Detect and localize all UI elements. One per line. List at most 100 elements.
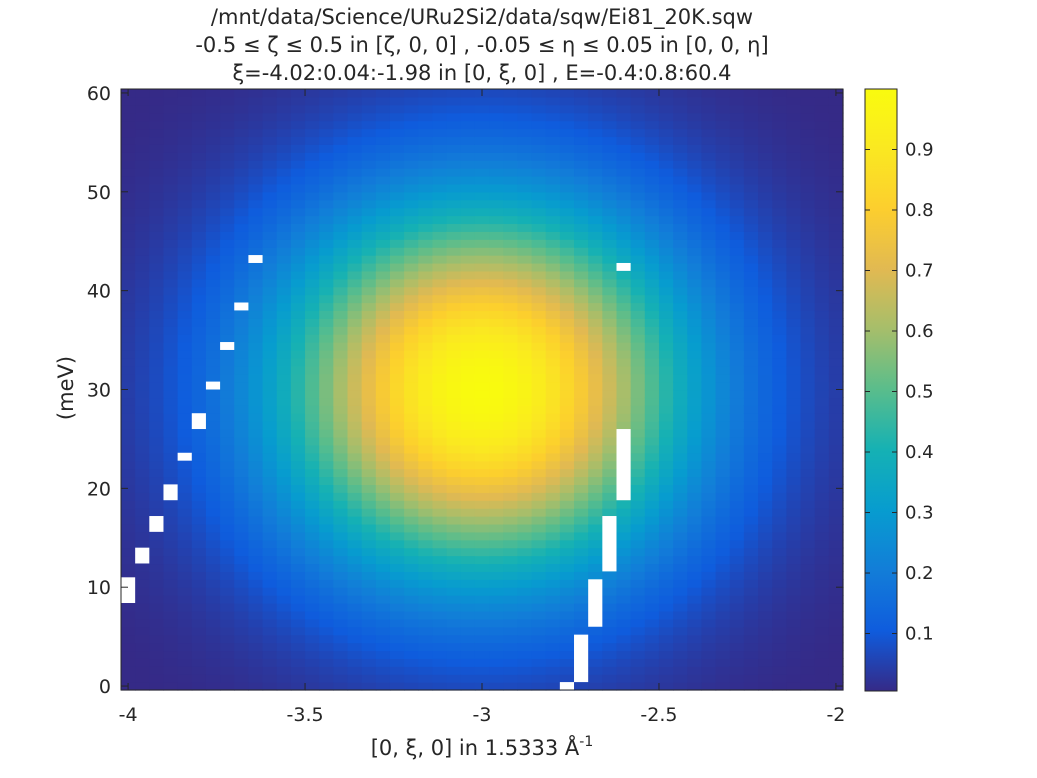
heatmap-cell xyxy=(121,215,136,225)
heatmap-cell xyxy=(135,168,150,177)
heatmap-cell xyxy=(630,650,646,659)
heatmap-cell xyxy=(191,152,207,161)
heatmap-cell xyxy=(545,357,561,367)
heatmap-cell xyxy=(474,563,490,572)
heatmap-cell xyxy=(333,96,349,106)
heatmap-cell xyxy=(262,120,278,130)
heatmap-cell xyxy=(460,160,476,169)
heatmap-cell xyxy=(559,89,575,98)
heatmap-cell xyxy=(149,191,165,201)
heatmap-cell xyxy=(644,318,660,327)
heatmap-cell xyxy=(205,239,221,248)
heatmap-cell xyxy=(163,610,179,620)
heatmap-cell xyxy=(460,112,476,122)
heatmap-cell xyxy=(121,516,136,525)
heatmap-cell xyxy=(234,152,250,161)
heatmap-cell xyxy=(248,160,264,169)
heatmap-cell xyxy=(347,104,363,114)
heatmap-cell xyxy=(531,563,547,572)
heatmap-cell xyxy=(673,571,688,580)
heatmap-cell xyxy=(517,452,533,462)
heatmap-cell xyxy=(800,634,816,644)
heatmap-cell xyxy=(800,255,816,264)
heatmap-cell xyxy=(701,334,717,343)
heatmap-cell xyxy=(701,326,717,335)
heatmap-cell xyxy=(163,381,179,391)
heatmap-cell xyxy=(474,500,490,509)
heatmap-cell xyxy=(319,650,334,659)
heatmap-cell xyxy=(205,365,221,375)
heatmap-cell xyxy=(205,492,221,501)
heatmap-cell xyxy=(687,128,703,138)
heatmap-cell xyxy=(276,262,292,272)
heatmap-cell xyxy=(389,326,405,335)
heatmap-cell xyxy=(262,96,278,106)
heatmap-cell xyxy=(602,618,618,628)
y-tick-label: 0 xyxy=(99,676,111,698)
heatmap-cell xyxy=(319,626,334,636)
heatmap-cell xyxy=(177,310,193,319)
heatmap-cell xyxy=(814,547,830,557)
heatmap-cell xyxy=(389,658,405,667)
heatmap-cell xyxy=(588,421,603,430)
heatmap-cell xyxy=(432,563,448,572)
heatmap-cell xyxy=(432,674,448,683)
heatmap-cell xyxy=(290,674,306,683)
heatmap-cell xyxy=(517,682,533,691)
heatmap-cell xyxy=(474,207,490,217)
heatmap-cell xyxy=(489,413,504,422)
heatmap-cell xyxy=(644,381,660,391)
heatmap-cell xyxy=(149,112,165,122)
heatmap-cell xyxy=(220,571,235,580)
heatmap-cell xyxy=(602,436,618,446)
heatmap-cell xyxy=(135,476,150,485)
heatmap-cell xyxy=(673,547,688,557)
heatmap-cell xyxy=(319,468,334,478)
heatmap-cell xyxy=(772,405,787,414)
heatmap-cell xyxy=(814,405,830,414)
heatmap-cell xyxy=(163,104,179,114)
heatmap-cell xyxy=(191,334,207,343)
heatmap-cell xyxy=(163,658,179,667)
heatmap-cell xyxy=(489,160,504,169)
heatmap-cell xyxy=(290,563,306,572)
heatmap-cell xyxy=(149,610,165,620)
colorbar-tick-label: 0.9 xyxy=(905,140,934,161)
heatmap-cell xyxy=(559,429,575,438)
heatmap-cell xyxy=(758,294,773,304)
heatmap-cell xyxy=(474,286,490,296)
heatmap-cell xyxy=(205,626,221,636)
heatmap-cell xyxy=(418,342,434,351)
heatmap-cell xyxy=(772,444,787,454)
heatmap-cell xyxy=(814,191,830,201)
heatmap-cell xyxy=(644,160,660,169)
heatmap-cell xyxy=(205,539,221,549)
heatmap-cell xyxy=(347,223,363,232)
heatmap-cell xyxy=(234,175,250,185)
heatmap-cell xyxy=(687,144,703,153)
heatmap-cell xyxy=(531,555,547,565)
heatmap-cell xyxy=(446,152,462,161)
heatmap-cell xyxy=(800,650,816,659)
heatmap-cell xyxy=(644,595,660,604)
heatmap-cell xyxy=(432,104,448,114)
heatmap-cell xyxy=(418,421,434,430)
heatmap-cell xyxy=(418,128,434,138)
heatmap-cell xyxy=(786,191,802,201)
heatmap-cell xyxy=(743,516,759,525)
heatmap-cell xyxy=(814,555,830,565)
heatmap-cell xyxy=(474,183,490,193)
heatmap-cell xyxy=(262,183,278,193)
heatmap-cell xyxy=(389,183,405,193)
heatmap-cell xyxy=(347,571,363,580)
heatmap-cell xyxy=(758,373,773,383)
heatmap-cell xyxy=(729,460,745,470)
heatmap-cell xyxy=(786,547,802,557)
heatmap-cell xyxy=(234,262,250,272)
heatmap-cell xyxy=(800,349,816,359)
heatmap-cell xyxy=(729,516,745,525)
heatmap-cell xyxy=(121,610,136,620)
heatmap-cell xyxy=(503,334,518,343)
heatmap-cell xyxy=(149,626,165,636)
y-tick-label: 60 xyxy=(87,83,111,105)
